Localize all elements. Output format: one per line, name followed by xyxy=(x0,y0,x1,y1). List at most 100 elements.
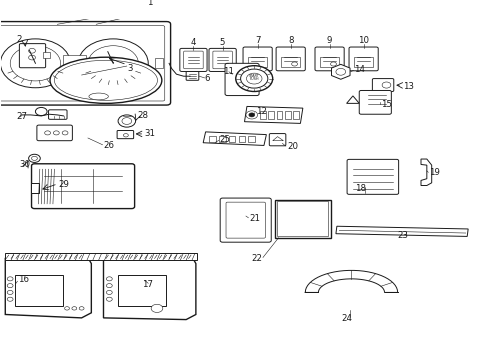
FancyBboxPatch shape xyxy=(180,48,206,72)
Text: 7: 7 xyxy=(254,36,260,45)
Circle shape xyxy=(62,131,68,135)
Bar xyxy=(154,58,163,68)
FancyBboxPatch shape xyxy=(31,164,134,208)
Text: 29: 29 xyxy=(59,180,69,189)
Text: 25: 25 xyxy=(219,135,230,144)
Circle shape xyxy=(381,82,390,88)
Polygon shape xyxy=(203,132,266,145)
Text: 19: 19 xyxy=(428,168,439,177)
Circle shape xyxy=(118,115,135,127)
Polygon shape xyxy=(244,107,302,123)
Text: 16: 16 xyxy=(19,275,29,284)
Polygon shape xyxy=(335,226,467,237)
Bar xyxy=(42,52,49,58)
Circle shape xyxy=(106,284,112,288)
FancyBboxPatch shape xyxy=(314,47,344,71)
Ellipse shape xyxy=(50,57,162,103)
FancyBboxPatch shape xyxy=(212,51,232,69)
Text: 26: 26 xyxy=(103,141,114,150)
Text: 22: 22 xyxy=(251,254,262,263)
FancyBboxPatch shape xyxy=(346,159,398,194)
Circle shape xyxy=(72,307,77,310)
Polygon shape xyxy=(420,159,431,185)
Circle shape xyxy=(78,39,148,88)
FancyBboxPatch shape xyxy=(20,44,45,68)
Circle shape xyxy=(0,39,70,88)
Text: START: START xyxy=(248,74,259,78)
Bar xyxy=(268,111,274,119)
Text: PUSH: PUSH xyxy=(249,77,259,81)
Circle shape xyxy=(106,277,112,281)
Bar xyxy=(62,55,86,72)
Circle shape xyxy=(7,277,13,281)
Text: 24: 24 xyxy=(341,314,352,323)
Text: 3: 3 xyxy=(127,64,133,73)
FancyBboxPatch shape xyxy=(186,72,199,80)
FancyBboxPatch shape xyxy=(319,57,339,67)
Circle shape xyxy=(53,131,59,135)
Text: 10: 10 xyxy=(357,36,368,45)
FancyBboxPatch shape xyxy=(359,90,390,114)
Bar xyxy=(118,275,165,306)
Circle shape xyxy=(29,154,40,162)
Circle shape xyxy=(79,307,84,310)
FancyBboxPatch shape xyxy=(37,125,72,141)
Circle shape xyxy=(108,60,118,67)
Text: 21: 21 xyxy=(249,214,260,223)
FancyBboxPatch shape xyxy=(224,63,259,95)
Text: 17: 17 xyxy=(142,280,153,289)
Ellipse shape xyxy=(89,93,108,100)
Bar xyxy=(5,253,197,260)
FancyBboxPatch shape xyxy=(117,131,133,139)
FancyBboxPatch shape xyxy=(243,47,272,71)
Bar xyxy=(15,275,62,306)
Circle shape xyxy=(151,304,163,312)
Text: 11: 11 xyxy=(222,67,233,76)
Bar xyxy=(260,111,265,119)
Circle shape xyxy=(106,297,112,301)
Text: 18: 18 xyxy=(355,184,366,193)
FancyBboxPatch shape xyxy=(269,134,285,146)
Text: 5: 5 xyxy=(220,38,225,47)
Text: 14: 14 xyxy=(354,65,365,74)
Text: 15: 15 xyxy=(380,100,391,109)
Text: 1: 1 xyxy=(147,0,152,8)
Bar xyxy=(285,111,290,119)
Circle shape xyxy=(248,113,254,117)
Circle shape xyxy=(291,62,297,66)
Circle shape xyxy=(29,48,35,53)
Polygon shape xyxy=(331,64,349,79)
Bar xyxy=(219,136,225,143)
Circle shape xyxy=(30,60,41,67)
Text: 9: 9 xyxy=(326,36,332,45)
Text: 6: 6 xyxy=(204,74,210,83)
Text: 2: 2 xyxy=(16,35,21,44)
Bar xyxy=(276,111,282,119)
Circle shape xyxy=(7,291,13,294)
Bar xyxy=(248,136,254,143)
Ellipse shape xyxy=(54,60,157,100)
Circle shape xyxy=(7,284,13,288)
Text: 31: 31 xyxy=(144,129,156,138)
Bar xyxy=(277,202,327,236)
Circle shape xyxy=(31,156,37,161)
Circle shape xyxy=(64,307,69,310)
Polygon shape xyxy=(346,96,359,103)
Circle shape xyxy=(29,55,35,60)
FancyBboxPatch shape xyxy=(0,26,164,101)
Bar xyxy=(292,111,298,119)
Circle shape xyxy=(335,68,345,75)
Text: 8: 8 xyxy=(287,36,293,45)
FancyBboxPatch shape xyxy=(281,57,300,67)
FancyBboxPatch shape xyxy=(276,47,305,71)
Text: 13: 13 xyxy=(402,82,413,91)
Circle shape xyxy=(7,297,13,301)
FancyBboxPatch shape xyxy=(348,47,377,71)
Polygon shape xyxy=(272,137,283,141)
Bar xyxy=(209,136,215,143)
Circle shape xyxy=(10,46,61,81)
Circle shape xyxy=(122,118,131,125)
Circle shape xyxy=(246,73,262,84)
Circle shape xyxy=(245,111,257,119)
FancyBboxPatch shape xyxy=(220,198,271,242)
